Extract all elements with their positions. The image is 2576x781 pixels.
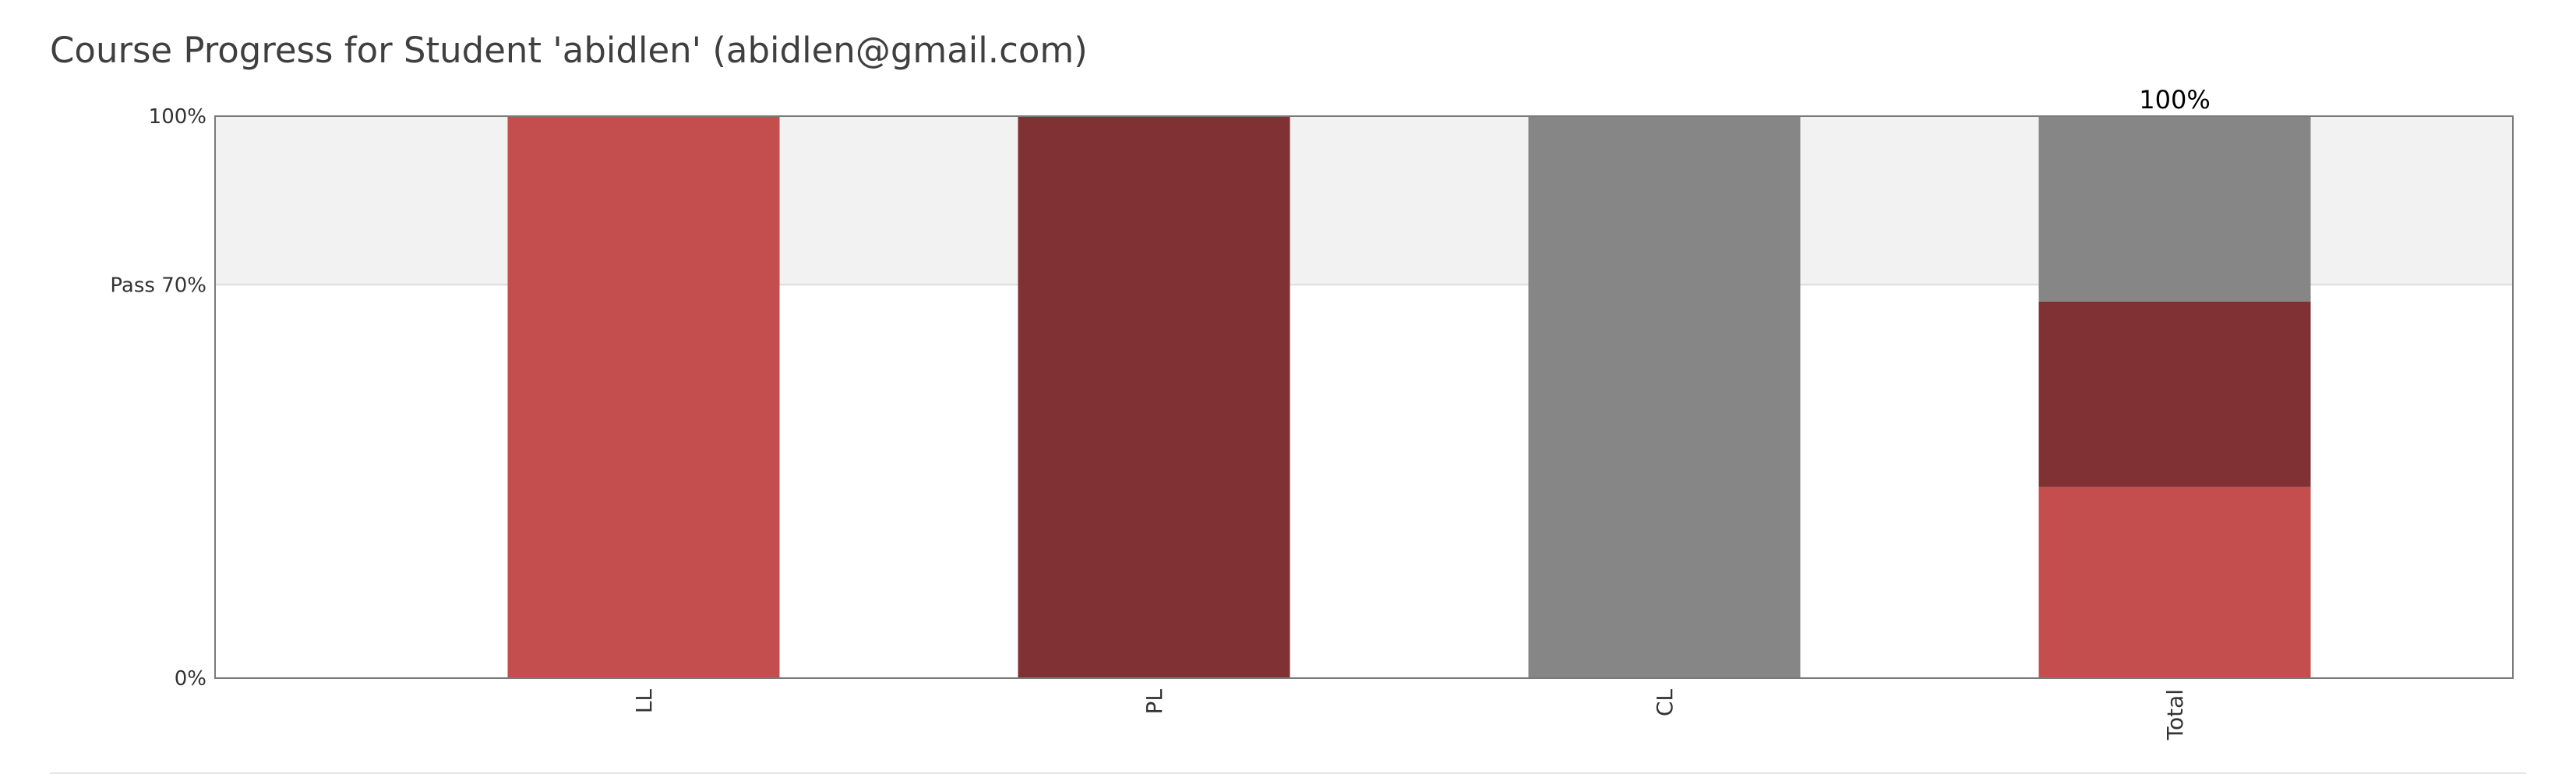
x-tick-label-total: Total <box>2162 689 2188 740</box>
bar-total-segment-0 <box>2038 486 2311 678</box>
value-label-total: 100% <box>2139 85 2210 115</box>
bar-pl-segment-1 <box>1018 116 1290 678</box>
bar-ll-segment-0 <box>507 116 780 678</box>
bottom-divider <box>50 772 2526 774</box>
y-tick-label: Pass 70% <box>110 274 206 297</box>
y-tick-label: 0% <box>175 667 206 691</box>
page-title: Course Progress for Student 'abidlen' (a… <box>50 30 1088 71</box>
bar-total-segment-1 <box>2038 301 2311 487</box>
x-axis-labels: LL PL CL Total <box>631 689 2188 741</box>
value-labels: 100% <box>2139 85 2210 115</box>
bars <box>507 116 2311 678</box>
plot-frame <box>214 115 2514 679</box>
x-tick-label-pl: PL <box>1142 689 1167 715</box>
bar-total-segment-2 <box>2038 116 2311 302</box>
bar-cl-segment-2 <box>1528 116 1801 678</box>
y-axis-ticks: 0% Pass 70% 100% <box>110 105 206 691</box>
x-tick-label-cl: CL <box>1652 689 1678 717</box>
x-tick-label-ll: LL <box>631 689 657 714</box>
y-tick-label: 100% <box>149 105 206 129</box>
